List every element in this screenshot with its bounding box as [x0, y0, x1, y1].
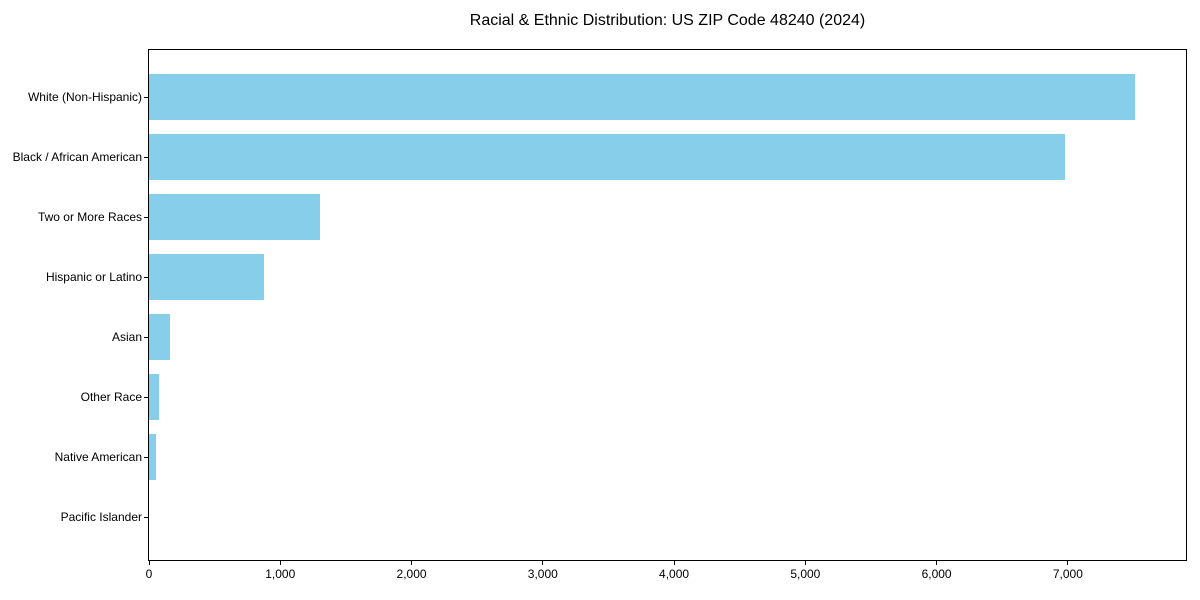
bar-white-non-hispanic [149, 74, 1135, 120]
y-tick-mark [144, 97, 148, 98]
y-tick-label-native-american: Native American [54, 450, 142, 464]
plot-area [148, 49, 1187, 561]
x-tick-label-7000: 7,000 [1052, 567, 1083, 581]
y-tick-mark [144, 277, 148, 278]
bar-other-race [149, 374, 159, 420]
x-tick-label-0: 0 [145, 567, 153, 581]
x-tick-mark [411, 561, 413, 565]
x-tick-label-3000: 3,000 [527, 567, 558, 581]
x-tick-mark [936, 561, 938, 565]
y-tick-label-other-race: Other Race [80, 390, 142, 404]
y-tick-label-two-or-more-races: Two or More Races [37, 210, 142, 224]
bar-black-african-american [149, 134, 1066, 180]
x-tick-label-6000: 6,000 [921, 567, 952, 581]
x-tick-label-1000: 1,000 [265, 567, 296, 581]
chart-title: Racial & Ethnic Distribution: US ZIP Cod… [469, 12, 866, 29]
y-tick-label-hispanic-or-latino: Hispanic or Latino [45, 270, 142, 284]
bar-native-american [149, 434, 156, 480]
y-tick-mark [144, 337, 148, 338]
x-tick-label-2000: 2,000 [396, 567, 427, 581]
bar-asian [149, 314, 170, 360]
y-tick-mark [144, 397, 148, 398]
x-tick-mark [148, 561, 150, 565]
x-tick-mark [542, 561, 544, 565]
y-tick-mark [144, 217, 148, 218]
y-tick-label-pacific-islander: Pacific Islander [60, 510, 142, 524]
bar-hispanic-or-latino [149, 254, 264, 300]
y-tick-label-asian: Asian [111, 330, 142, 344]
x-tick-mark [1067, 561, 1069, 565]
x-tick-mark [804, 561, 806, 565]
y-tick-mark [144, 457, 148, 458]
y-tick-mark [144, 517, 148, 518]
x-tick-label-5000: 5,000 [790, 567, 821, 581]
x-tick-label-4000: 4,000 [659, 567, 690, 581]
y-tick-mark [144, 157, 148, 158]
y-tick-label-white-non-hispanic: White (Non-Hispanic) [27, 90, 142, 104]
y-tick-label-black-african-american: Black / African American [12, 150, 142, 164]
x-tick-mark [279, 561, 281, 565]
x-tick-mark [673, 561, 675, 565]
bar-two-or-more-races [149, 194, 320, 240]
